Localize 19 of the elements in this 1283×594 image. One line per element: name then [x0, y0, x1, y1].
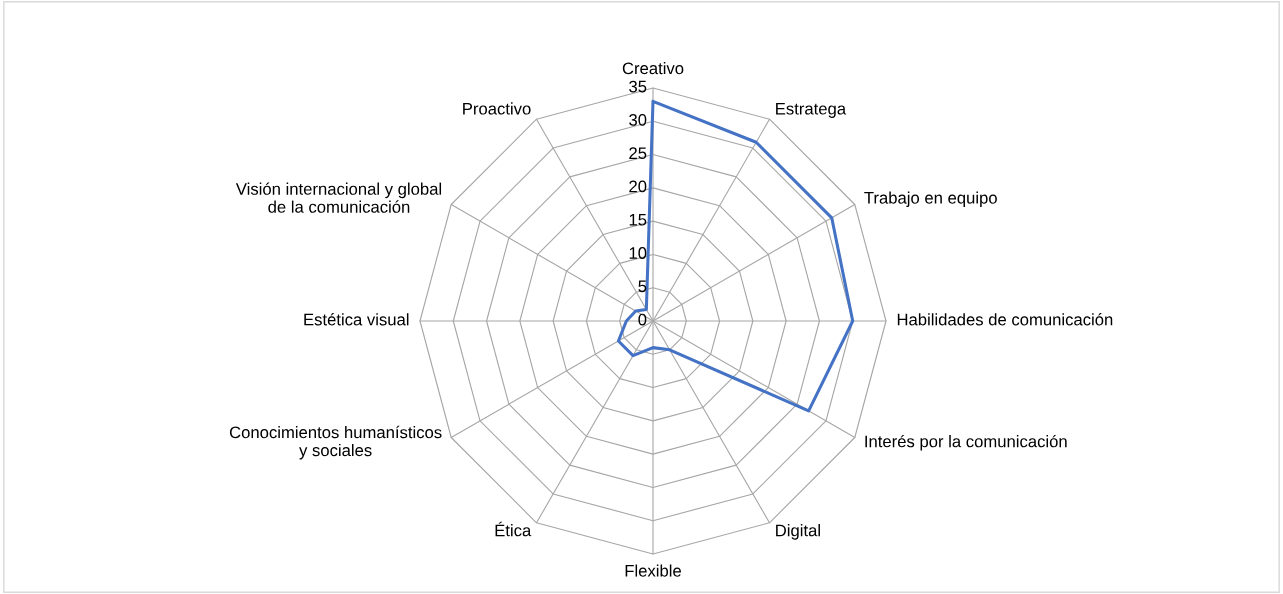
y-tick-label: 20	[629, 180, 647, 193]
spoke-label: Proactivo	[463, 102, 531, 115]
y-tick-label: 25	[629, 147, 647, 160]
spoke-label: Trabajo en equipo	[864, 191, 997, 208]
spoke-label: Estratega	[776, 102, 847, 118]
y-tick-label: 15	[629, 213, 647, 226]
spoke-label: Digital	[776, 524, 820, 540]
spoke-label: Visión internacional y global de la comunicación	[235, 182, 442, 213]
spoke-label: Habilidades de comunicación	[897, 313, 1113, 326]
y-tick-label: 10	[629, 247, 647, 259]
spoke-label: Conocimientos humanísticos y sociales	[229, 425, 442, 460]
spoke-label: Interés por la comunicación	[865, 434, 1067, 451]
y-tick-label: 35	[629, 80, 647, 93]
spoke-label: Estética visual	[304, 313, 409, 326]
y-tick-label: 0	[638, 313, 647, 326]
spoke-label: Flexible	[625, 564, 681, 577]
spoke-label: Ética	[495, 521, 532, 537]
spoke-label: Creativo	[622, 61, 684, 75]
y-tick-label: 30	[629, 113, 647, 126]
